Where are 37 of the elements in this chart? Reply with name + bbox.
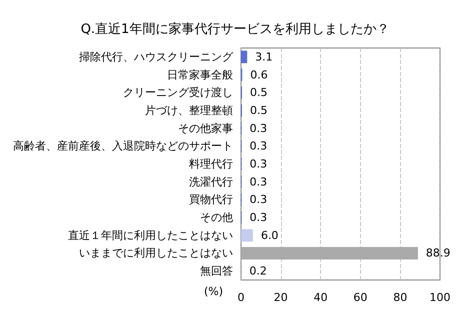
data-label: 0.3 <box>250 140 268 153</box>
data-label: 0.3 <box>250 122 268 135</box>
data-label: 6.0 <box>260 228 278 242</box>
y-tick-label: 洗濯代行 <box>189 175 233 188</box>
bar <box>241 229 253 242</box>
x-tick-label: 40 <box>314 291 328 304</box>
y-tick-label: 日常家事全般 <box>167 68 233 82</box>
data-label: 0.2 <box>249 264 267 278</box>
data-label: 0.3 <box>250 175 268 188</box>
y-tick-label: 料理代行 <box>189 158 233 170</box>
x-tick-label: 100 <box>430 291 450 304</box>
x-axis-title: (%) <box>204 285 223 298</box>
chart-title: Q.直近1年間に家事代行サービスを利用しましたか？ <box>80 21 390 37</box>
data-label: 88.9 <box>426 246 450 260</box>
y-tick-label: クリーニング受け渡し <box>123 86 233 100</box>
y-tick-label: 掃除代行、ハウスクリーニング <box>79 50 234 64</box>
data-label: 0.3 <box>250 211 268 224</box>
y-tick-label: 直近１年間に利用したことはない <box>68 228 233 242</box>
data-label: 0.6 <box>250 68 268 82</box>
x-tick-label: 0 <box>238 291 244 304</box>
bar <box>241 246 418 260</box>
y-tick-label: いままでに利用したことはない <box>79 246 233 260</box>
y-tick-label: 無回答 <box>200 264 233 278</box>
bar <box>241 50 248 64</box>
data-label: 0.3 <box>250 158 268 170</box>
y-tick-label: 買物代行 <box>189 193 233 206</box>
x-tick-label: 80 <box>393 291 408 304</box>
data-label: 0.3 <box>250 193 268 206</box>
data-label: 3.1 <box>255 50 273 64</box>
x-tick-label: 60 <box>353 291 368 304</box>
y-tick-label: 片づけ、整理整頓 <box>145 104 233 117</box>
data-label: 0.5 <box>250 86 268 100</box>
y-tick-label: その他家事 <box>178 122 233 135</box>
y-tick-label: その他 <box>200 211 233 224</box>
x-tick-label: 20 <box>274 291 288 304</box>
data-label: 0.5 <box>250 104 268 117</box>
y-tick-label: 高齢者、産前産後、入退院時などのサポート <box>13 140 233 153</box>
